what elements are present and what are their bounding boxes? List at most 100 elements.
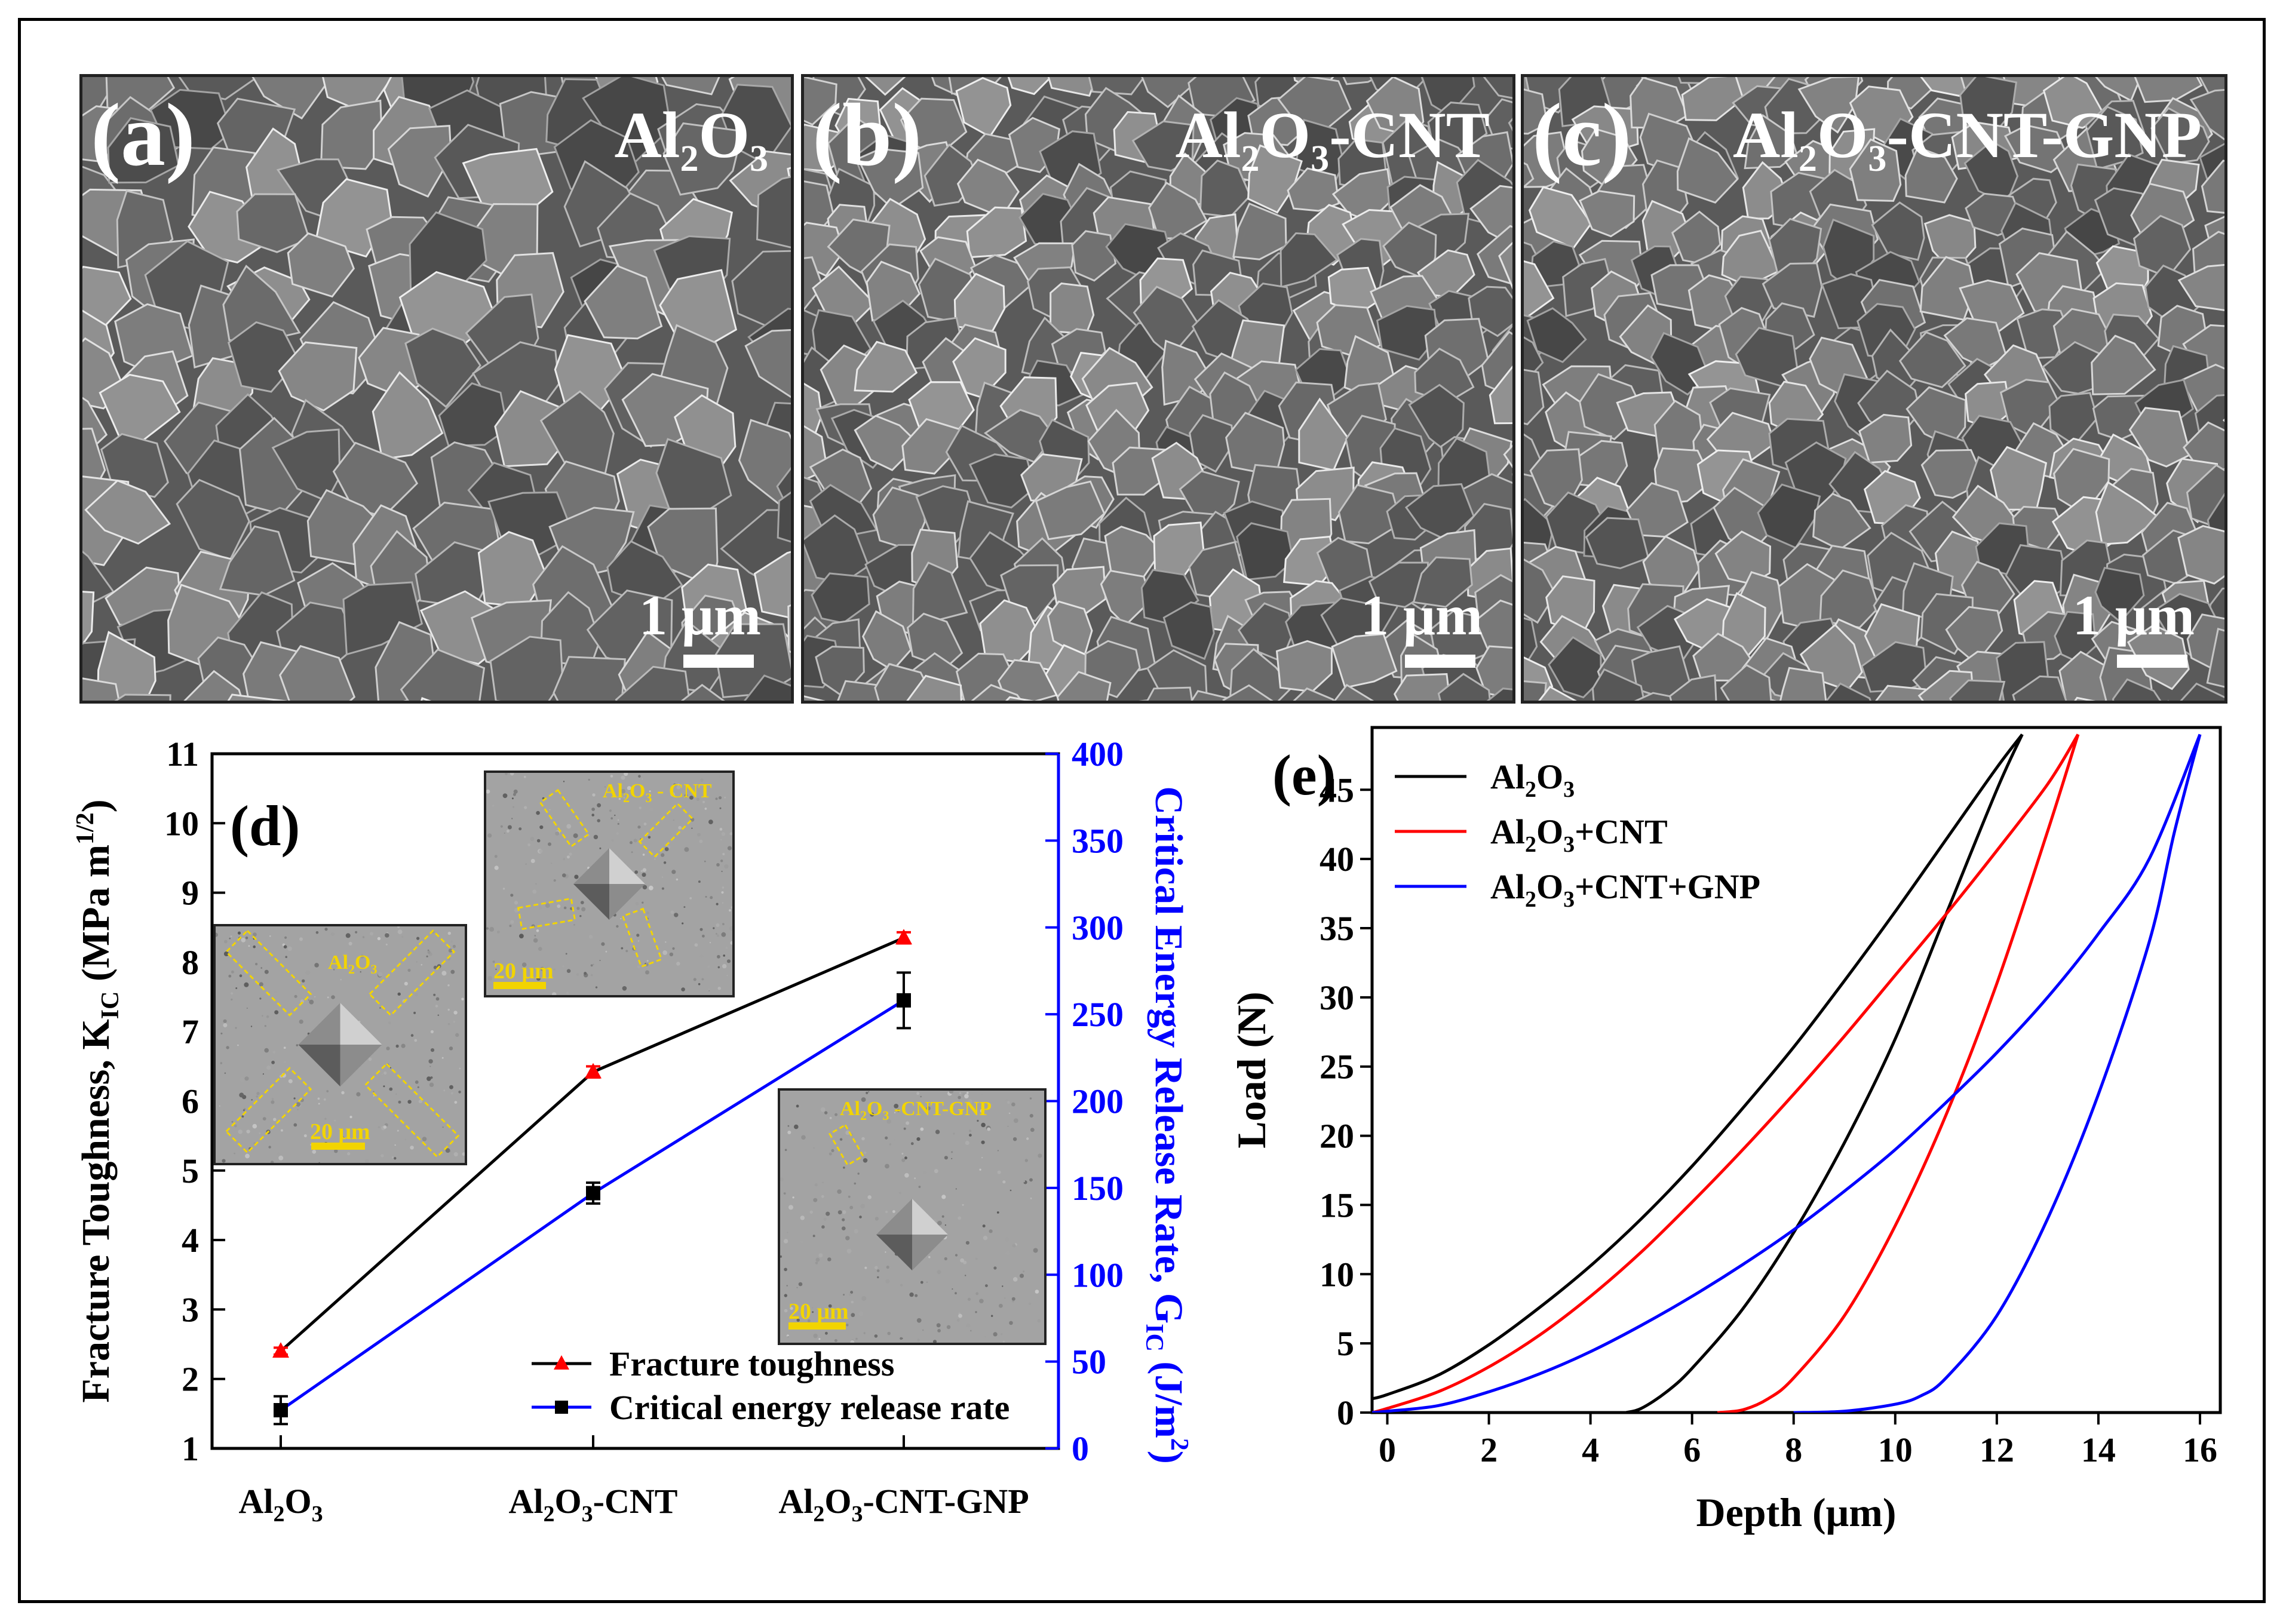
inset-speck	[1019, 1273, 1024, 1278]
inset-speck	[977, 1119, 979, 1122]
x-tick-label-e: 6	[1683, 1430, 1701, 1469]
inset-speck	[308, 999, 310, 1001]
sem-panel-a: (a) Al2O3 1 μm	[79, 74, 794, 704]
inset-speck	[713, 927, 715, 929]
inset-speck	[421, 964, 423, 966]
inset-speck	[378, 1126, 381, 1129]
sem-grain	[1131, 120, 1195, 172]
inset-speck	[427, 949, 429, 951]
inset-speck	[1029, 1178, 1033, 1182]
inset-speck	[934, 1169, 938, 1174]
inset-speck	[633, 839, 637, 843]
inset-speck	[894, 1139, 895, 1141]
inset-speck	[288, 1079, 293, 1083]
inset-speck	[318, 1103, 320, 1105]
inset-al2o3: Al2O3 20 μm	[213, 924, 467, 1165]
panel-letter-e: (e)	[1272, 743, 1336, 807]
y2-tick-label-d: 100	[1072, 1255, 1124, 1294]
inset-speck	[573, 833, 578, 839]
inset-speck	[937, 1329, 941, 1333]
inset-speck	[885, 1251, 886, 1253]
inset-speck	[960, 1258, 965, 1263]
inset-speck	[591, 813, 594, 816]
inset-label-al2o3-cnt: Al2O3 - CNT	[603, 780, 712, 805]
inset-speck	[910, 1142, 914, 1146]
inset-speck	[663, 861, 667, 864]
sem-grain	[1526, 307, 1587, 363]
inset-speck	[801, 1135, 806, 1140]
sem-grain	[1047, 77, 1098, 97]
sem-grain	[114, 693, 171, 701]
inset-speck	[563, 858, 566, 861]
inset-speck	[981, 1094, 983, 1095]
inset-speck	[916, 1092, 920, 1095]
inset-speck	[1037, 1319, 1041, 1323]
inset-speck	[610, 817, 613, 819]
inset-speck	[842, 1210, 846, 1214]
inset-speck	[426, 955, 428, 957]
inset-speck	[397, 992, 401, 996]
inset-speck	[693, 978, 696, 981]
inset-speck	[944, 1257, 947, 1261]
sem-grain	[1524, 558, 1557, 624]
inset-speck	[926, 1281, 928, 1283]
inset-scale-label-al2o3: 20 μm	[310, 1119, 370, 1144]
inset-speck	[549, 809, 551, 811]
inset-speck	[718, 775, 721, 778]
y-tick-label-e: 35	[1320, 909, 1354, 948]
inset-speck	[1012, 1137, 1017, 1141]
loading-curve-al2o3	[1372, 733, 2024, 1401]
x-tick-label-e: 10	[1878, 1430, 1913, 1469]
inset-speck	[487, 976, 492, 981]
inset-speck	[920, 1281, 923, 1284]
sem-grain	[584, 265, 663, 340]
inset-speck	[829, 1152, 832, 1156]
inset-speck	[637, 940, 640, 942]
inset-speck	[250, 1026, 253, 1027]
inset-speck	[1002, 1285, 1004, 1287]
sem-grain	[1376, 305, 1439, 361]
inset-speck	[414, 1039, 418, 1042]
inset-speck	[956, 1319, 960, 1322]
inset-speck	[709, 942, 711, 944]
inset-speck	[379, 1007, 381, 1009]
inset-speck	[787, 1232, 788, 1233]
sem-grain	[227, 693, 287, 701]
sem-grain	[2094, 566, 2145, 624]
inset-speck	[334, 1119, 336, 1122]
inset-speck	[437, 1014, 440, 1016]
inset-speck	[981, 1140, 985, 1144]
inset-speck	[548, 842, 551, 846]
inset-speck	[521, 962, 527, 967]
inset-speck	[324, 1118, 327, 1120]
inset-speck	[696, 797, 699, 801]
inset-speck	[676, 785, 680, 790]
sem-grain	[1368, 561, 1430, 608]
inset-speck	[314, 963, 319, 968]
inset-speck	[796, 1287, 798, 1288]
inset-speck	[433, 993, 436, 996]
inset-speck	[698, 983, 701, 986]
inset-speck	[530, 837, 535, 842]
y2-tick-label-d: 150	[1072, 1169, 1124, 1208]
inset-speck	[649, 807, 654, 812]
sem-grain	[1904, 146, 1958, 204]
inset-speck	[447, 1008, 450, 1011]
inset-speck	[312, 1150, 317, 1154]
sem-grain	[84, 479, 171, 545]
inset-speck	[235, 987, 238, 989]
inset-speck	[874, 1217, 879, 1221]
inset-speck	[710, 896, 713, 900]
inset-speck	[333, 969, 335, 971]
inset-speck	[932, 1340, 937, 1343]
inset-speck	[637, 825, 641, 829]
inset-speck	[299, 937, 303, 941]
inset-speck	[229, 937, 231, 940]
inset-speck	[386, 1046, 390, 1051]
inset-speck	[269, 935, 271, 937]
inset-speck	[450, 940, 453, 943]
inset-speck	[892, 1210, 895, 1213]
inset-speck	[864, 1151, 867, 1155]
x-tick-label-e: 12	[1980, 1430, 2014, 1469]
